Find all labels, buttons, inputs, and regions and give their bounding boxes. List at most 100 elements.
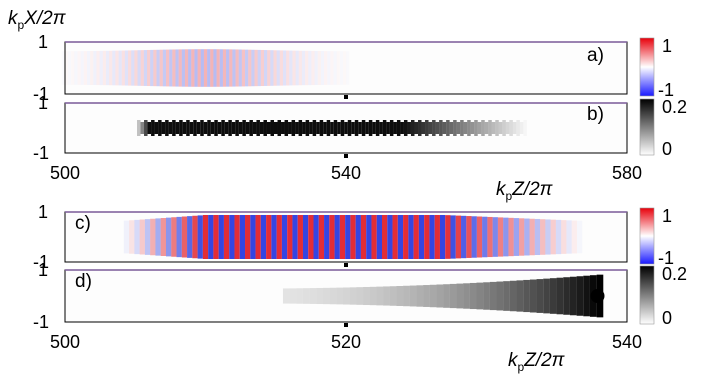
colorbar bbox=[639, 265, 655, 325]
heatmap-stripe bbox=[291, 120, 296, 136]
heatmap-stripe bbox=[178, 49, 182, 87]
heatmap-stripe bbox=[250, 215, 256, 259]
heatmap-stripe bbox=[213, 49, 217, 87]
heatmap-stripe bbox=[171, 217, 177, 257]
panel-3: 1 -1 c) 1 -1 bbox=[33, 202, 674, 272]
heatmap-stripe bbox=[326, 120, 331, 136]
heatmap-stripe bbox=[523, 120, 527, 136]
panel-2: 1 -1 b) 500 540 580 0.2 0 bbox=[33, 93, 687, 183]
heatmap-stripe bbox=[439, 120, 443, 136]
heatmap-stripe bbox=[208, 215, 214, 259]
heatmap-stripe bbox=[238, 122, 243, 134]
x-axis-label-top-tail: Z/2π bbox=[511, 179, 553, 200]
heatmap-stripe bbox=[131, 50, 135, 86]
heatmap-stripe bbox=[158, 120, 162, 136]
heatmap-stripe bbox=[418, 120, 422, 136]
heatmap-stripe bbox=[434, 215, 440, 259]
heatmap-stripe bbox=[334, 215, 340, 259]
heatmap-stripe bbox=[329, 287, 337, 305]
heatmap-stripe bbox=[355, 215, 361, 259]
heatmap-stripe bbox=[323, 122, 327, 134]
heatmap-stripe bbox=[327, 51, 330, 85]
heatmap-stripe bbox=[563, 277, 570, 315]
heatmap-stripe bbox=[252, 122, 257, 134]
heatmap-stripe bbox=[295, 122, 299, 134]
heatmap-stripe bbox=[446, 120, 450, 136]
heatmap-stripe bbox=[193, 120, 197, 136]
heatmap-stripe bbox=[555, 219, 562, 255]
heatmap-stripe bbox=[124, 50, 129, 86]
panel-label: a) bbox=[587, 45, 604, 66]
heatmap-stripe bbox=[403, 285, 410, 307]
heatmap-stripe bbox=[556, 277, 564, 315]
heatmap-stripe bbox=[160, 218, 166, 256]
heatmap-stripe bbox=[297, 215, 303, 259]
heatmap-stripe bbox=[231, 122, 236, 134]
heatmap-stripe bbox=[319, 120, 324, 136]
panel-label: b) bbox=[587, 104, 604, 125]
heatmap-stripe bbox=[396, 120, 401, 136]
heatmap-stripe bbox=[549, 278, 557, 314]
heatmap-stripe bbox=[184, 49, 189, 87]
y-tick-label: -1 bbox=[33, 252, 49, 272]
heatmap-stripe bbox=[308, 50, 312, 86]
heatmap-stripe bbox=[360, 215, 367, 259]
heatmap-stripe bbox=[488, 120, 492, 136]
heatmap-stripe bbox=[337, 122, 341, 134]
heatmap-stripe bbox=[503, 217, 509, 257]
heatmap-stripe bbox=[129, 220, 135, 254]
heatmap-stripe bbox=[179, 120, 183, 136]
heatmap-stripe bbox=[93, 50, 97, 86]
heatmap-stripe bbox=[470, 122, 475, 134]
heatmap-stripe bbox=[305, 120, 310, 136]
heatmap-stripe bbox=[545, 219, 551, 255]
heatmap-stripe bbox=[235, 120, 239, 136]
x-axis-label-bottom-sub: p bbox=[518, 360, 525, 374]
heatmap-stripe bbox=[345, 215, 351, 259]
heatmap-stripe bbox=[410, 120, 415, 136]
heatmap-stripe bbox=[251, 49, 255, 87]
heatmap-stripe bbox=[309, 122, 313, 134]
heatmap-stripe bbox=[71, 51, 74, 85]
heatmap-stripe bbox=[371, 215, 377, 259]
heatmap-stripe bbox=[320, 51, 325, 85]
heatmap-stripe bbox=[409, 285, 417, 307]
heatmap-stripe bbox=[389, 120, 394, 136]
heatmap-stripe bbox=[270, 50, 274, 86]
heatmap-stripe bbox=[324, 215, 330, 259]
heatmap-stripe bbox=[540, 219, 546, 255]
heatmap-stripe bbox=[316, 287, 323, 305]
heatmap-stripe bbox=[281, 215, 288, 259]
heatmap-stripe bbox=[165, 120, 169, 136]
heatmap-stripe bbox=[496, 281, 504, 311]
heatmap-stripe bbox=[172, 49, 176, 87]
heatmap-stripe bbox=[266, 215, 272, 259]
heatmap-stripe bbox=[187, 216, 193, 258]
heatmap-stripe bbox=[271, 215, 277, 259]
heatmap-stripe bbox=[343, 287, 350, 305]
heatmap-stripe bbox=[330, 51, 333, 85]
heatmap-stripe bbox=[508, 217, 514, 257]
heatmap-stripe bbox=[159, 49, 163, 87]
heatmap-stripe bbox=[175, 49, 179, 87]
heatmap-stripe bbox=[144, 120, 148, 136]
heatmap-stripe bbox=[197, 215, 203, 259]
heatmap-stripe bbox=[413, 215, 419, 259]
heatmap-stripe bbox=[317, 51, 321, 85]
heatmap-stripe bbox=[389, 286, 397, 306]
heatmap-stripe bbox=[365, 122, 369, 134]
heatmap-stripe bbox=[337, 51, 340, 85]
y-tick-label: 1 bbox=[38, 93, 48, 113]
heatmap-stripe bbox=[214, 120, 218, 136]
heatmap-stripes bbox=[137, 120, 527, 136]
heatmap-stripe bbox=[322, 287, 330, 305]
heatmap-stripe bbox=[376, 286, 384, 306]
colorbar-tick-label: 0.2 bbox=[662, 97, 687, 117]
heatmap-stripe bbox=[379, 122, 383, 134]
heatmap-stripe bbox=[245, 215, 251, 259]
heatmap-stripe bbox=[569, 276, 577, 316]
heatmap-stripe bbox=[218, 215, 224, 259]
heatmap-stripe bbox=[153, 49, 157, 87]
heatmap-stripe bbox=[134, 219, 140, 255]
